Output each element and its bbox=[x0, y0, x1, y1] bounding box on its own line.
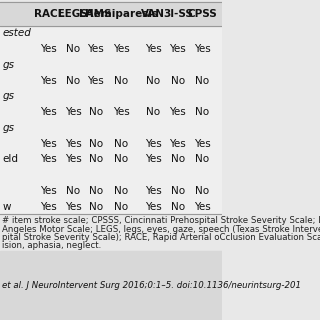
Text: Yes: Yes bbox=[41, 76, 57, 86]
Text: Yes: Yes bbox=[194, 44, 211, 54]
Text: # item stroke scale; CPSSS, Cincinnati Prehospital Stroke Severity Scale; LAMS,: # item stroke scale; CPSSS, Cincinnati P… bbox=[2, 216, 320, 226]
Text: No: No bbox=[89, 107, 103, 117]
Text: Yes: Yes bbox=[145, 154, 162, 164]
Text: et al. J NeuroIntervent Surg 2016;0:1–5. doi:10.1136/neurintsurg-201: et al. J NeuroIntervent Surg 2016;0:1–5.… bbox=[2, 281, 301, 290]
Text: No: No bbox=[195, 76, 209, 86]
Text: No: No bbox=[66, 44, 80, 54]
Text: No: No bbox=[89, 139, 103, 148]
Text: Yes: Yes bbox=[87, 44, 104, 54]
Text: No: No bbox=[114, 154, 128, 164]
Text: gs: gs bbox=[2, 60, 14, 70]
Text: Yes: Yes bbox=[170, 139, 186, 148]
Text: No: No bbox=[171, 154, 185, 164]
Text: Yes: Yes bbox=[65, 154, 82, 164]
Text: Yes: Yes bbox=[65, 202, 82, 212]
Bar bbox=[0, 251, 222, 320]
Text: CPSS: CPSS bbox=[188, 9, 217, 19]
Text: Yes: Yes bbox=[145, 44, 162, 54]
Text: Yes: Yes bbox=[41, 202, 57, 212]
Text: ested: ested bbox=[2, 28, 31, 38]
Text: Yes: Yes bbox=[194, 202, 211, 212]
Bar bbox=[0, 2, 222, 26]
Text: No: No bbox=[146, 107, 160, 117]
Text: Yes: Yes bbox=[87, 76, 104, 86]
Text: No: No bbox=[171, 186, 185, 196]
Text: No: No bbox=[171, 76, 185, 86]
Text: No: No bbox=[171, 202, 185, 212]
Text: Yes: Yes bbox=[113, 107, 130, 117]
Text: Yes: Yes bbox=[170, 107, 186, 117]
Text: Yes: Yes bbox=[170, 44, 186, 54]
Text: No: No bbox=[89, 186, 103, 196]
Text: Yes: Yes bbox=[65, 107, 82, 117]
Text: RACE: RACE bbox=[34, 9, 64, 19]
Text: LEGS: LEGS bbox=[59, 9, 88, 19]
Text: Yes: Yes bbox=[145, 139, 162, 148]
Text: Hemiparesis: Hemiparesis bbox=[84, 9, 158, 19]
Text: gs: gs bbox=[2, 92, 14, 101]
Text: Angeles Motor Scale; LEGS, legs, eyes, gaze, speech (Texas Stroke Intervention: Angeles Motor Scale; LEGS, legs, eyes, g… bbox=[2, 225, 320, 234]
Text: Yes: Yes bbox=[41, 44, 57, 54]
Text: Yes: Yes bbox=[65, 139, 82, 148]
Text: gs: gs bbox=[2, 123, 14, 133]
Text: No: No bbox=[66, 186, 80, 196]
Text: Yes: Yes bbox=[41, 139, 57, 148]
Text: Yes: Yes bbox=[41, 107, 57, 117]
Text: No: No bbox=[114, 186, 128, 196]
Text: Yes: Yes bbox=[145, 186, 162, 196]
Text: 3I-SS: 3I-SS bbox=[163, 9, 193, 19]
Text: eld: eld bbox=[2, 154, 18, 164]
Text: No: No bbox=[146, 76, 160, 86]
Text: No: No bbox=[195, 186, 209, 196]
Text: VAN: VAN bbox=[141, 9, 165, 19]
Text: Yes: Yes bbox=[194, 139, 211, 148]
Text: Yes: Yes bbox=[41, 154, 57, 164]
Text: No: No bbox=[114, 139, 128, 148]
Text: Yes: Yes bbox=[113, 44, 130, 54]
Bar bbox=[0, 214, 222, 251]
Text: ision, aphasia, neglect.: ision, aphasia, neglect. bbox=[2, 241, 101, 250]
Text: No: No bbox=[89, 202, 103, 212]
Text: No: No bbox=[114, 76, 128, 86]
Text: No: No bbox=[114, 202, 128, 212]
Text: Yes: Yes bbox=[145, 202, 162, 212]
Text: No: No bbox=[66, 76, 80, 86]
Bar bbox=[0, 26, 222, 214]
Text: No: No bbox=[89, 154, 103, 164]
Text: LAMS: LAMS bbox=[79, 9, 112, 19]
Text: w: w bbox=[2, 202, 11, 212]
Text: Yes: Yes bbox=[41, 186, 57, 196]
Text: pital Stroke Severity Scale); RACE, Rapid Arterial oCclusion Evaluation Scale;: pital Stroke Severity Scale); RACE, Rapi… bbox=[2, 233, 320, 242]
Text: No: No bbox=[195, 107, 209, 117]
Text: No: No bbox=[195, 154, 209, 164]
